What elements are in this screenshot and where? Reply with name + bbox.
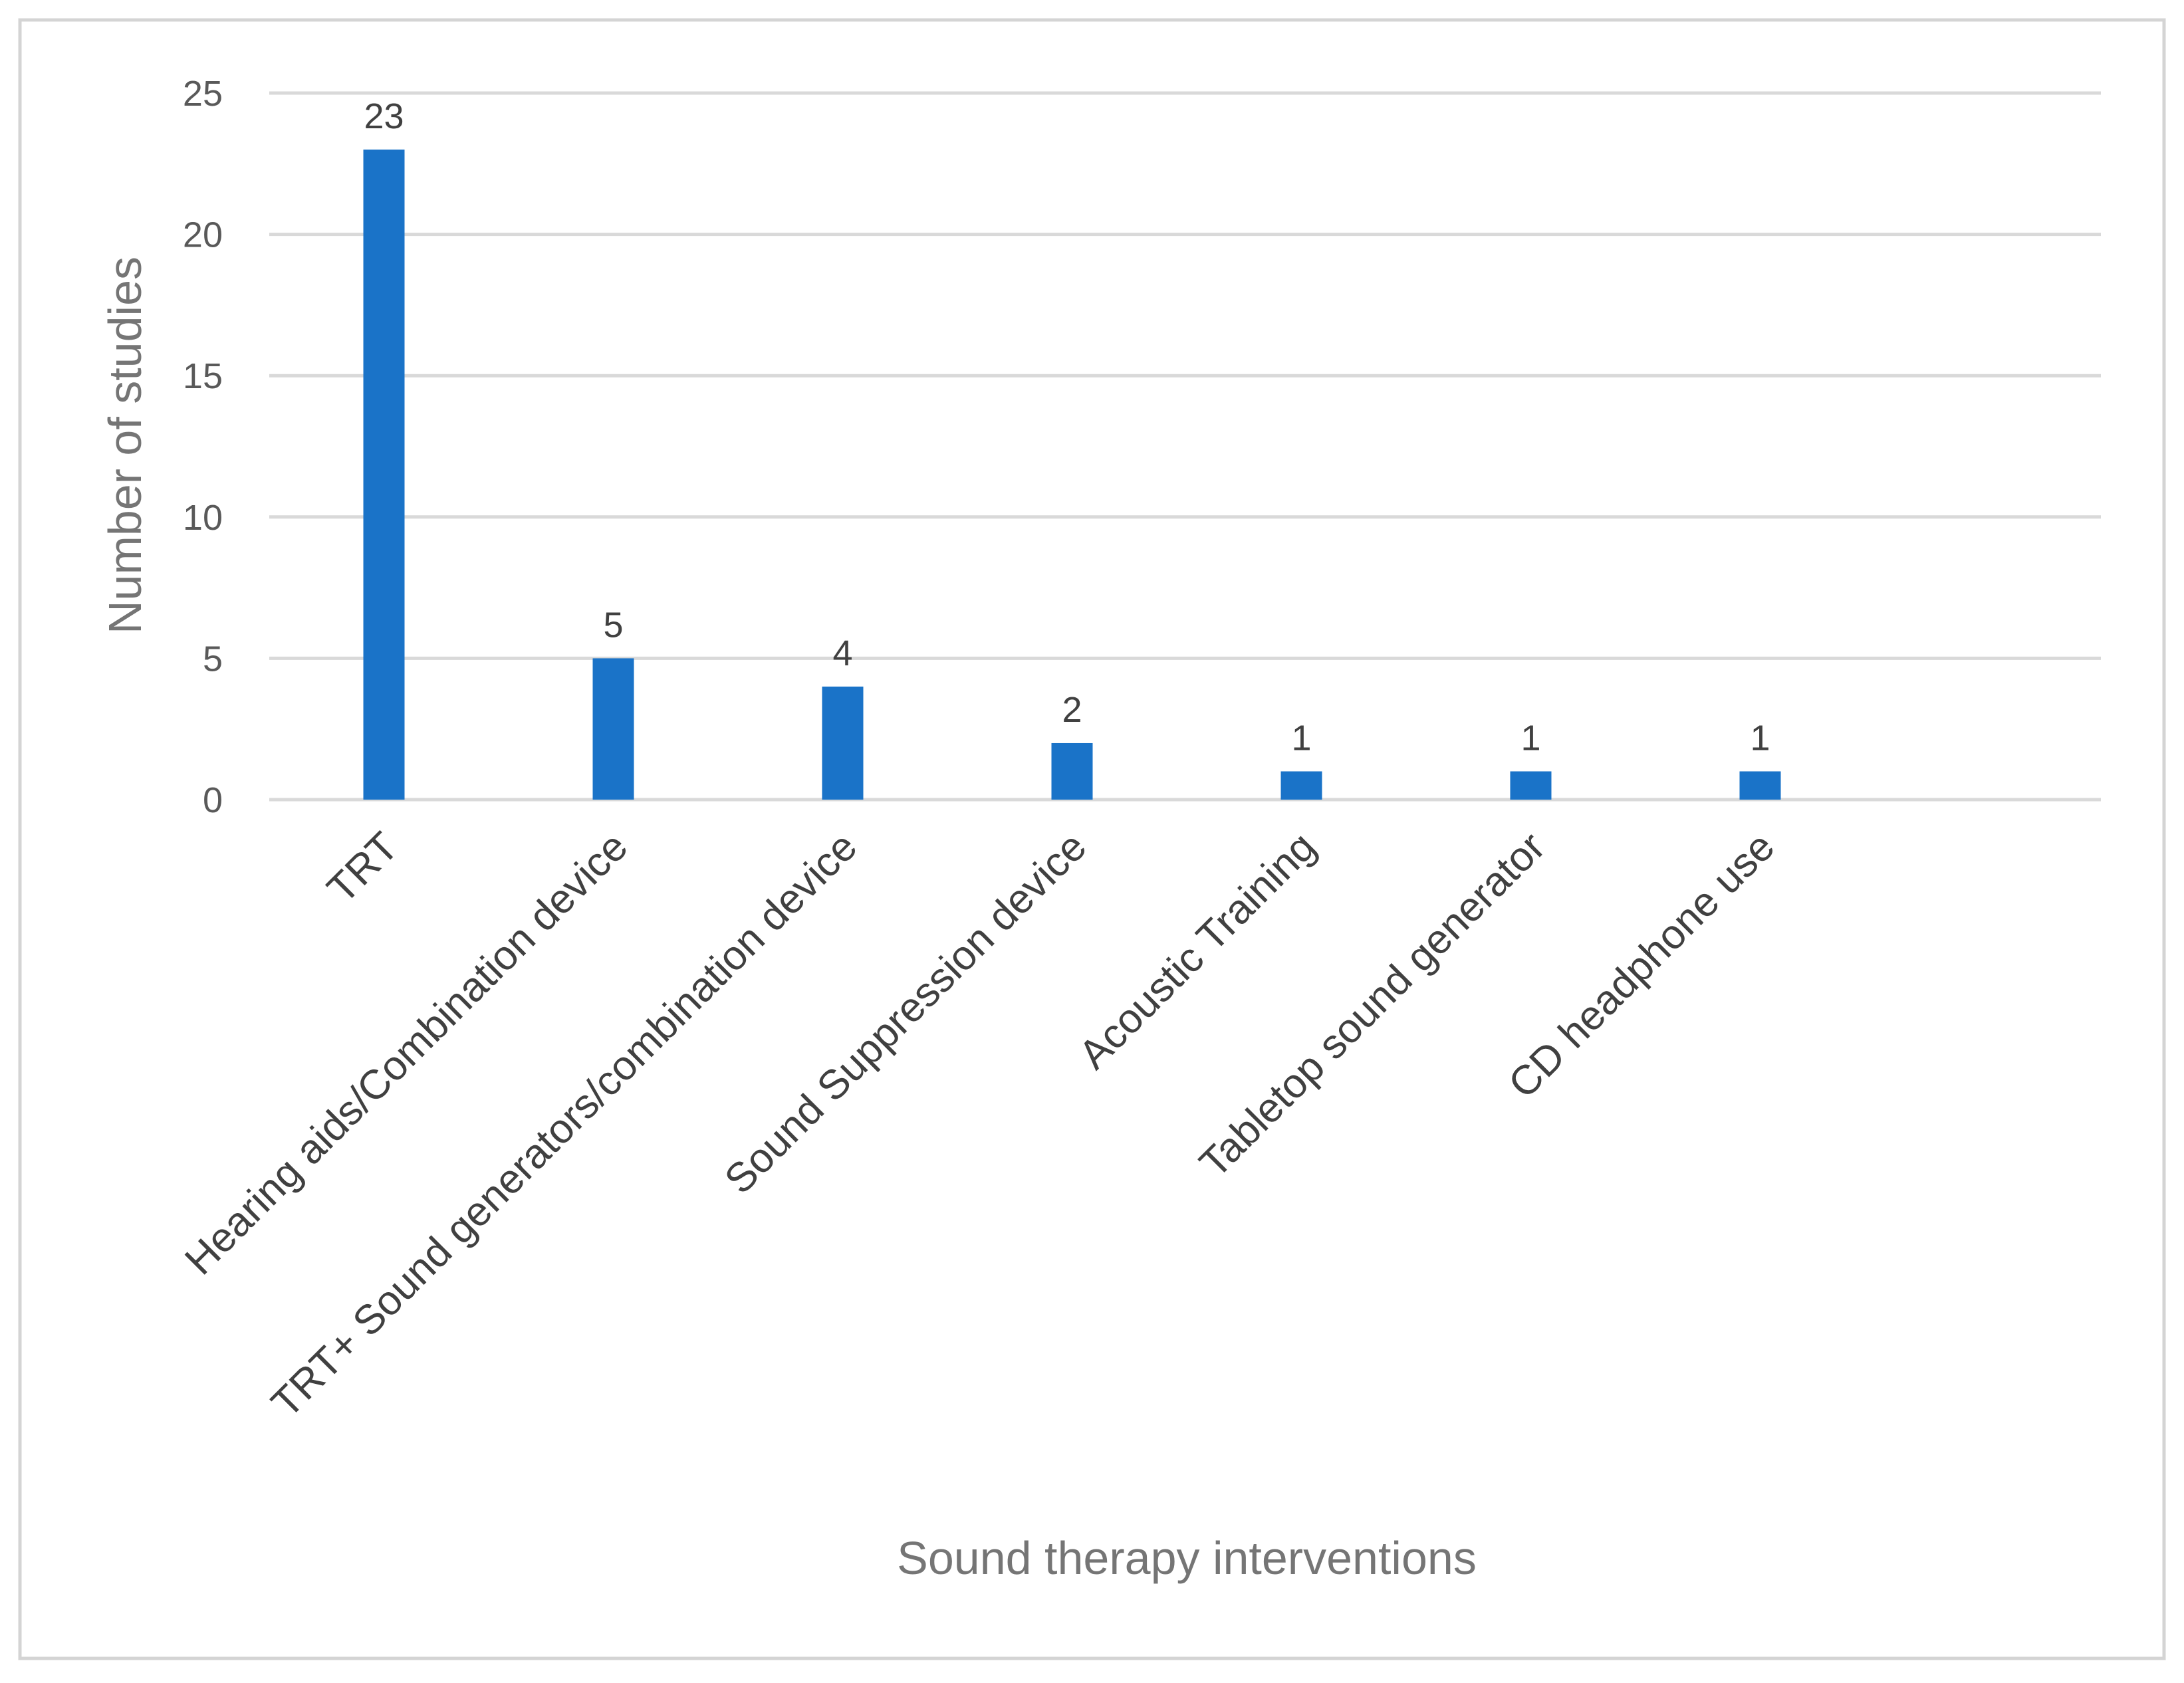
y-tick-label: 25: [183, 74, 223, 114]
data-label: 1: [1520, 718, 1540, 758]
chart-frame: [18, 18, 2166, 1660]
x-tick-label: Acoustic Training: [1070, 824, 1325, 1078]
data-label: 23: [364, 96, 404, 136]
bar: [1280, 771, 1322, 800]
data-label: 5: [603, 605, 623, 645]
bar: [592, 658, 634, 800]
data-label: 1: [1291, 718, 1311, 758]
data-label: 2: [1062, 690, 1082, 730]
data-labels: 23 5 4 2 1 1 1: [364, 96, 1770, 758]
bars: [363, 150, 1781, 800]
x-tick-label: Sound Suppression device: [716, 824, 1095, 1202]
y-tick-label: 5: [203, 639, 223, 679]
y-tick-label: 10: [183, 498, 223, 538]
gridlines: [269, 91, 2101, 802]
y-tick-label: 0: [203, 780, 223, 820]
bar: [1510, 771, 1552, 800]
data-label: 1: [1750, 718, 1770, 758]
x-tick-label: Hearing aids/Combination device: [176, 824, 636, 1284]
data-label: 4: [832, 633, 852, 673]
y-tick-label: 15: [183, 356, 223, 396]
x-axis-title: Sound therapy interventions: [897, 1532, 1477, 1584]
y-axis-ticks: 0 5 10 15 20 25: [183, 74, 223, 820]
y-axis-title: Number of studies: [99, 257, 151, 634]
y-tick-label: 20: [183, 215, 223, 255]
bar: [1051, 742, 1093, 800]
bar: [363, 150, 405, 800]
bar: [1739, 771, 1781, 800]
x-tick-label: TRT: [318, 824, 407, 912]
bar: [822, 686, 864, 800]
